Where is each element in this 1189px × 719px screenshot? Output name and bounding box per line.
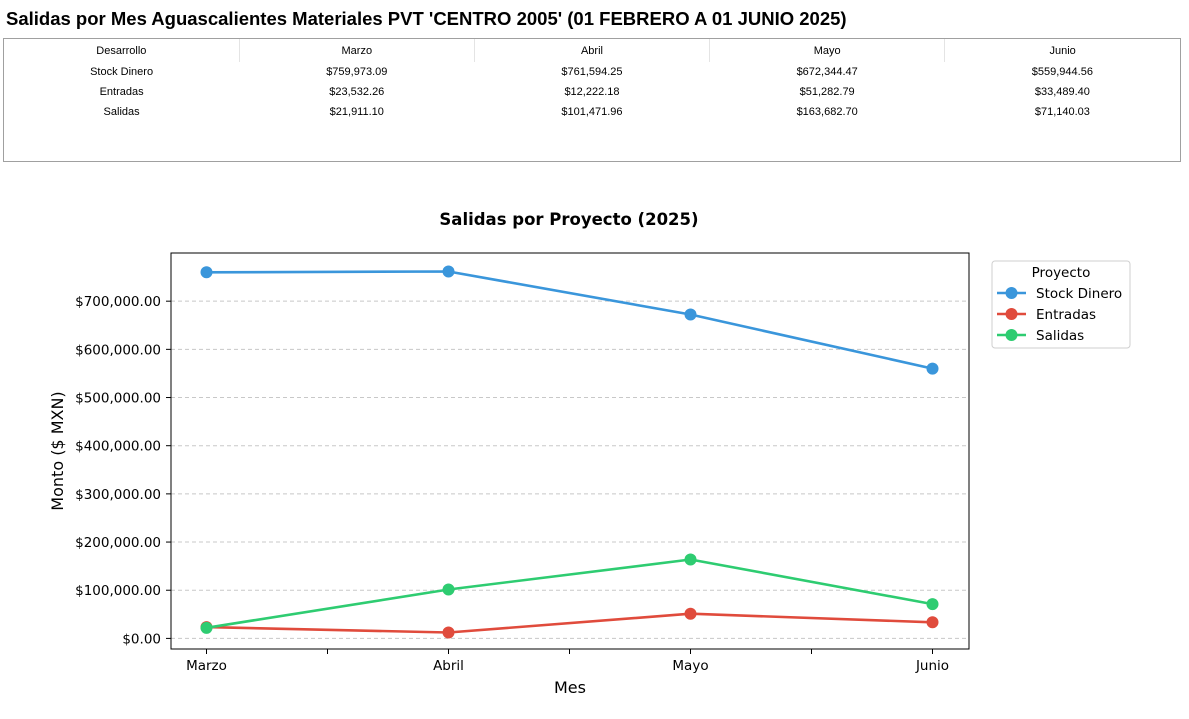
table-cell: $163,682.70	[796, 106, 858, 118]
series-salidas	[200, 553, 939, 634]
series-line-stock-dinero	[206, 270, 933, 370]
y-tick-label: $100,000.00	[75, 583, 161, 599]
y-axis-label: Monto ($ MXN)	[48, 391, 67, 510]
data-point-stock-dinero	[442, 265, 455, 278]
legend-marker-salidas	[1005, 329, 1018, 341]
grid-lines	[171, 300, 969, 639]
table-cell: $71,140.03	[1034, 106, 1090, 118]
series-line-entradas	[206, 612, 933, 634]
table-cell: $759,973.09	[326, 66, 388, 78]
legend-marker-entradas	[1005, 308, 1018, 320]
y-axis-ticks: $0.00 $100,000.00 $200,000.00 $300,000.00 $4…	[75, 294, 171, 647]
data-point-salidas	[442, 583, 455, 596]
legend-label-salidas: Salidas	[1036, 328, 1084, 344]
x-axis-label: Mes	[554, 678, 586, 697]
table-cell: $761,594.25	[561, 66, 623, 78]
x-tick-label: Junio	[915, 658, 949, 674]
table-cell: $21,911.10	[329, 106, 384, 118]
table-cell: $33,489.40	[1034, 86, 1090, 98]
table-row[interactable]: Stock Dinero $759,973.09 $761,594.25 $67…	[4, 62, 1180, 82]
column-header-junio[interactable]: Junio	[1049, 44, 1076, 57]
y-tick-label: $0.00	[122, 631, 161, 647]
data-point-stock-dinero	[684, 308, 697, 321]
series-stock-dinero	[200, 265, 939, 375]
legend-label-entradas: Entradas	[1036, 307, 1096, 323]
y-tick-label: $600,000.00	[75, 342, 161, 358]
table-row[interactable]: Entradas $23,532.26 $12,222.18 $51,282.7…	[4, 82, 1180, 102]
x-axis-ticks: Marzo Abril Mayo Junio	[186, 649, 949, 674]
legend-label-stock-dinero: Stock Dinero	[1036, 286, 1122, 302]
legend-title: Proyecto	[1032, 265, 1091, 281]
data-point-entradas	[684, 607, 697, 620]
table-row[interactable]: Salidas $21,911.10 $101,471.96 $163,682.…	[4, 102, 1180, 122]
table-cell: $559,944.56	[1031, 66, 1093, 78]
data-point-stock-dinero	[926, 362, 939, 375]
y-tick-label: $400,000.00	[75, 439, 161, 455]
page-title: Salidas por Mes Aguascalientes Materiale…	[6, 8, 847, 29]
table-cell: $101,471.96	[561, 106, 623, 118]
legend-box	[991, 260, 1131, 349]
data-point-salidas	[200, 621, 213, 634]
legend-items: Stock Dinero Entradas Salidas	[997, 286, 1122, 344]
line-chart: Salidas por Proyecto (2025) $0.00 $100,00…	[48, 210, 1131, 697]
summary-table: Desarrollo Marzo Abril Mayo Junio Stock …	[4, 39, 1180, 122]
column-header-desarrollo[interactable]: Desarrollo	[4, 39, 240, 62]
series-line-salidas	[206, 558, 933, 630]
table-cell: Stock Dinero	[90, 66, 154, 78]
table-cell: $23,532.26	[329, 86, 385, 98]
column-header-mayo[interactable]: Mayo	[709, 39, 946, 62]
y-tick-label: $300,000.00	[75, 487, 161, 503]
table-cell: $672,344.47	[796, 66, 858, 78]
summary-table-panel: Desarrollo Marzo Abril Mayo Junio Stock …	[3, 38, 1181, 162]
chart-title: Salidas por Proyecto (2025)	[439, 210, 698, 229]
x-tick-label: Abril	[433, 658, 464, 674]
series-lines	[200, 265, 939, 639]
table-cell: Entradas	[99, 86, 144, 98]
column-header-abril[interactable]: Abril	[474, 39, 711, 62]
data-point-entradas	[926, 616, 939, 629]
data-point-salidas	[926, 598, 939, 611]
table-cell: $51,282.79	[799, 86, 855, 98]
legend: Proyecto Stock Dinero Entradas Salidas	[991, 260, 1131, 349]
x-tick-label: Mayo	[672, 658, 708, 674]
y-tick-label: $500,000.00	[75, 391, 161, 407]
y-tick-label: $200,000.00	[75, 535, 161, 551]
data-point-salidas	[684, 553, 697, 566]
table-cell: $12,222.18	[564, 86, 620, 98]
legend-marker-stock-dinero	[1005, 287, 1018, 299]
data-point-stock-dinero	[200, 266, 213, 279]
x-tick-label: Marzo	[186, 658, 227, 674]
data-point-entradas	[442, 626, 455, 639]
column-header-marzo[interactable]: Marzo	[239, 39, 475, 62]
table-header-row: Desarrollo Marzo Abril Mayo Junio	[4, 39, 1180, 62]
table-cell: Salidas	[103, 106, 140, 118]
y-tick-label: $700,000.00	[75, 294, 161, 310]
